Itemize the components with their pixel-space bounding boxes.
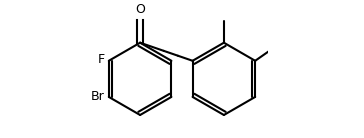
Text: O: O	[135, 3, 145, 16]
Text: F: F	[98, 53, 105, 67]
Text: Br: Br	[91, 90, 105, 103]
